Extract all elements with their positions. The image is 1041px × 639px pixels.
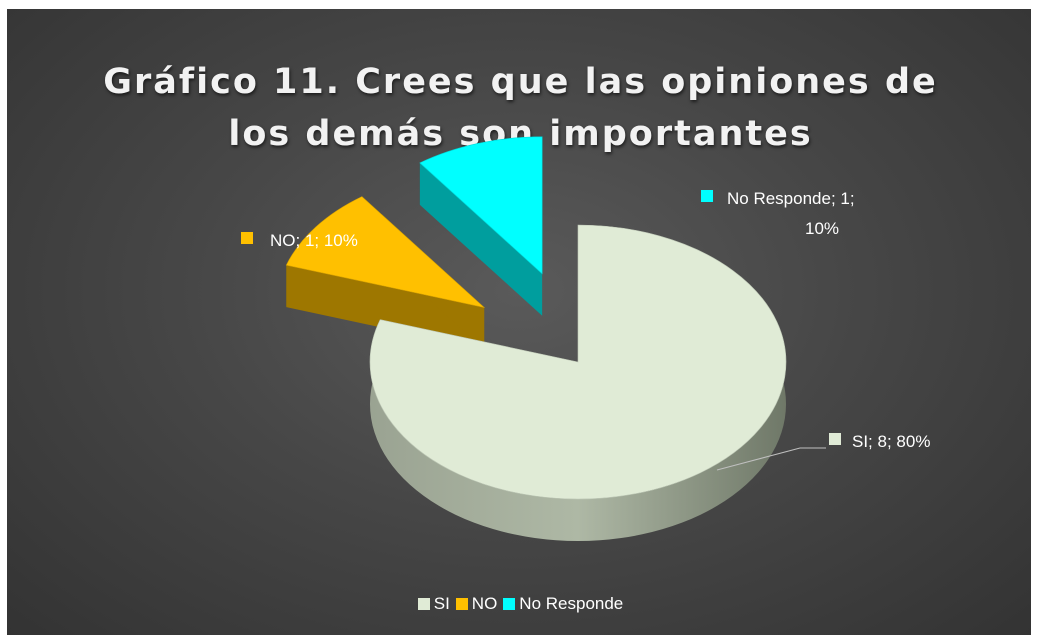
data-label-no-responde: No Responde; 1; 10% bbox=[701, 189, 855, 238]
pie-slice-top bbox=[369, 224, 787, 500]
legend-swatch bbox=[455, 598, 468, 610]
legend-swatch bbox=[503, 598, 516, 610]
legend-item-no: NO bbox=[455, 594, 498, 614]
pie-slice-wall bbox=[419, 162, 543, 316]
legend-item-si: SI bbox=[417, 594, 450, 614]
leader-line bbox=[716, 447, 826, 471]
data-label-text: SI; 8; 80% bbox=[852, 432, 930, 451]
pie-slice-wall bbox=[286, 265, 485, 350]
data-label-swatch bbox=[701, 190, 713, 202]
data-label-si: SI; 8; 80% bbox=[829, 432, 930, 451]
data-label-text: No Responde; 1; bbox=[727, 189, 855, 208]
chart-legend: SI NO No Responde bbox=[0, 594, 1041, 614]
pie-slice-si bbox=[369, 224, 787, 542]
pie-slice-no bbox=[285, 196, 486, 350]
chart-title: Gráfico 11. Crees que las opiniones de l… bbox=[0, 56, 1041, 160]
pie-slice-top bbox=[419, 136, 543, 275]
legend-item-no-responde: No Responde bbox=[503, 594, 623, 614]
data-label-no: NO; 1; 10% bbox=[241, 231, 358, 250]
legend-label: No Responde bbox=[519, 594, 624, 613]
data-label-swatch bbox=[241, 232, 253, 244]
legend-swatch bbox=[417, 598, 430, 610]
legend-label: NO bbox=[471, 594, 498, 613]
legend-label: SI bbox=[433, 594, 450, 613]
pie-slice-top bbox=[285, 196, 486, 308]
pie-slice-no-responde bbox=[419, 136, 543, 316]
data-label-swatch bbox=[829, 433, 841, 445]
data-label-text: NO; 1; 10% bbox=[270, 231, 358, 250]
data-label-text: 10% bbox=[805, 219, 839, 238]
chart-title-line-1: Gráfico 11. Crees que las opiniones de bbox=[103, 62, 938, 102]
